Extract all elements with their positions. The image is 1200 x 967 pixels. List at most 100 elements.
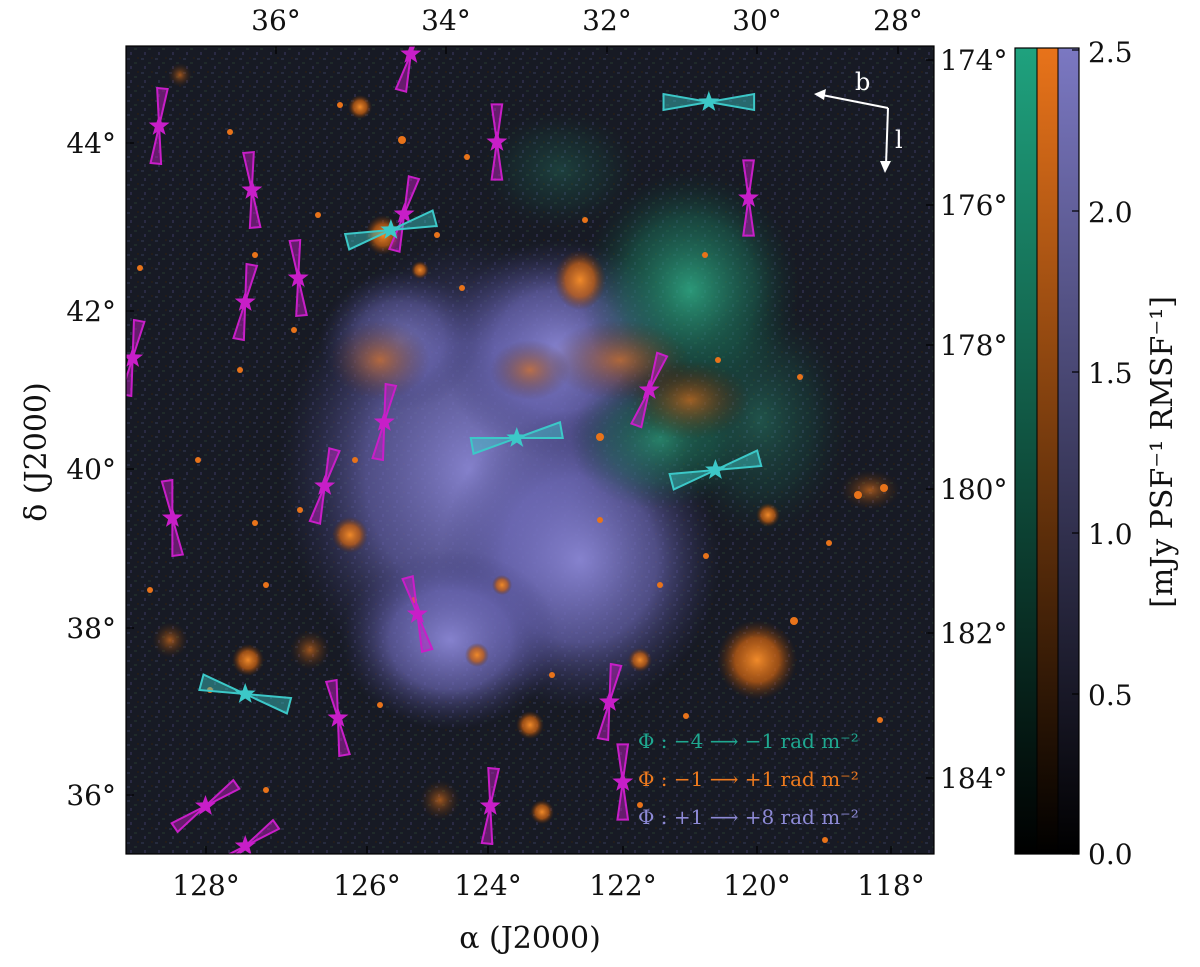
magenta-source	[371, 382, 398, 462]
top-tick-label: 30°	[732, 4, 782, 37]
polarisation-angle-wedge	[160, 478, 185, 558]
source-star-marker	[479, 795, 501, 815]
polarisation-angle-wedge	[170, 778, 241, 834]
source-star-marker	[406, 603, 428, 623]
colorbar-tick-label: 1.5	[1088, 357, 1133, 390]
colorbar-tick-label: 1.0	[1088, 518, 1133, 551]
legend-entry: Φ : +1 ⟶ +8 rad m⁻²	[638, 805, 859, 829]
top-tick-label: 32°	[582, 4, 632, 37]
magenta-source	[160, 478, 185, 558]
sky-image	[126, 46, 934, 854]
colorbar-tick-label: 2.0	[1088, 196, 1133, 229]
magenta-source	[596, 662, 623, 742]
polarisation-angle-wedge	[232, 262, 259, 342]
y-tick-label: 42°	[66, 295, 116, 328]
polarisation-angle-wedge	[343, 209, 439, 251]
right-tick-label: 176°	[940, 189, 1007, 222]
source-star-marker	[698, 91, 720, 111]
source-star-marker	[638, 379, 660, 399]
source-star-marker	[161, 507, 183, 527]
cyan-source	[343, 209, 439, 251]
polarisation-angle-wedge	[480, 766, 501, 846]
cyan-source	[668, 449, 763, 491]
magenta-source	[324, 678, 351, 758]
polarisation-angle-wedge	[401, 575, 434, 653]
source-markers-magenta	[126, 46, 759, 854]
polarisation-angle-wedge	[242, 150, 262, 230]
colorbar-purple	[1058, 48, 1079, 854]
y-tick-label: 36°	[66, 779, 116, 812]
y-tick-label: 38°	[66, 612, 116, 645]
right-tick-label: 174°	[940, 44, 1007, 77]
right-tick-label: 182°	[940, 617, 1007, 650]
source-star-marker	[314, 475, 336, 495]
magenta-source	[387, 175, 421, 253]
polarisation-angle-wedge	[668, 449, 763, 491]
top-tick-label: 34°	[421, 4, 471, 37]
source-star-marker	[612, 771, 634, 791]
y-tick-label: 44°	[66, 127, 116, 160]
polarisation-angle-wedge	[662, 92, 756, 112]
magenta-source	[479, 766, 501, 846]
galactic-compass: b l	[814, 68, 903, 173]
magenta-source	[148, 86, 170, 166]
source-star-marker	[738, 187, 759, 207]
legend-entry: Φ : −4 ⟶ −1 rad m⁻²	[638, 729, 859, 753]
y-tick-label: 40°	[66, 453, 116, 486]
legend-entry: Φ : −1 ⟶ +1 rad m⁻²	[638, 767, 859, 791]
source-star-marker	[486, 131, 508, 151]
x-tick-label: 126°	[333, 869, 400, 902]
colorbar-label: [mJy PSF⁻¹ RMSF⁻¹]	[1145, 296, 1180, 608]
magenta-source	[232, 262, 259, 342]
polarisation-angle-wedge	[288, 238, 308, 318]
polarisation-angle-wedge	[149, 86, 169, 166]
magenta-source	[401, 575, 434, 653]
magenta-source	[227, 818, 281, 854]
source-star-marker	[400, 46, 422, 63]
polarisation-angle-wedge	[324, 678, 351, 758]
polarisation-angle-wedge	[387, 175, 421, 253]
polarisation-angle-wedge	[308, 447, 341, 525]
colorbar-tick-label: 2.5	[1088, 36, 1133, 69]
compass-b-label: b	[855, 68, 870, 96]
source-star-marker	[126, 347, 144, 367]
axis-ticks	[126, 46, 934, 854]
legend: Φ : −4 ⟶ −1 rad m⁻² Φ : −1 ⟶ +1 rad m⁻² …	[638, 729, 859, 829]
x-axis-label: α (J2000)	[459, 921, 601, 956]
top-tick-label: 28°	[873, 4, 923, 37]
cyan-source	[469, 420, 564, 456]
source-star-marker	[599, 691, 620, 711]
polarisation-angle-wedge	[490, 103, 504, 181]
source-star-marker	[327, 707, 349, 727]
source-star-marker	[234, 835, 256, 854]
polarisation-angle-wedge	[629, 351, 669, 429]
polarisation-angle-wedge	[596, 662, 623, 742]
magenta-source	[170, 778, 241, 834]
source-star-marker	[705, 459, 726, 479]
source-star-marker	[373, 411, 395, 431]
compass-l-label: l	[895, 126, 903, 154]
colorbar-orange	[1037, 48, 1058, 854]
colorbar: 2.5 2.0 1.5 1.0 0.5 0.0 [mJy PSF⁻¹ RMSF⁻…	[1014, 36, 1180, 871]
colorbar-green	[1015, 48, 1037, 854]
x-tick-label: 118°	[857, 869, 924, 902]
right-tick-label: 178°	[940, 329, 1007, 362]
source-star-marker	[506, 427, 528, 447]
source-markers-cyan	[198, 91, 763, 715]
source-star-marker	[287, 267, 309, 287]
source-star-marker	[195, 795, 216, 815]
plot-frame	[125, 45, 935, 855]
source-star-marker	[241, 179, 263, 199]
polarisation-angle-wedge	[742, 159, 755, 237]
magenta-source	[629, 351, 669, 429]
magenta-source	[738, 159, 759, 237]
source-star-marker	[380, 219, 402, 239]
cyan-source	[662, 91, 756, 112]
magenta-source	[486, 103, 508, 181]
right-tick-label: 180°	[940, 473, 1007, 506]
x-tick-label: 120°	[723, 869, 790, 902]
source-star-marker	[234, 291, 256, 311]
top-tick-label: 36°	[251, 4, 301, 37]
magenta-source	[287, 238, 309, 318]
